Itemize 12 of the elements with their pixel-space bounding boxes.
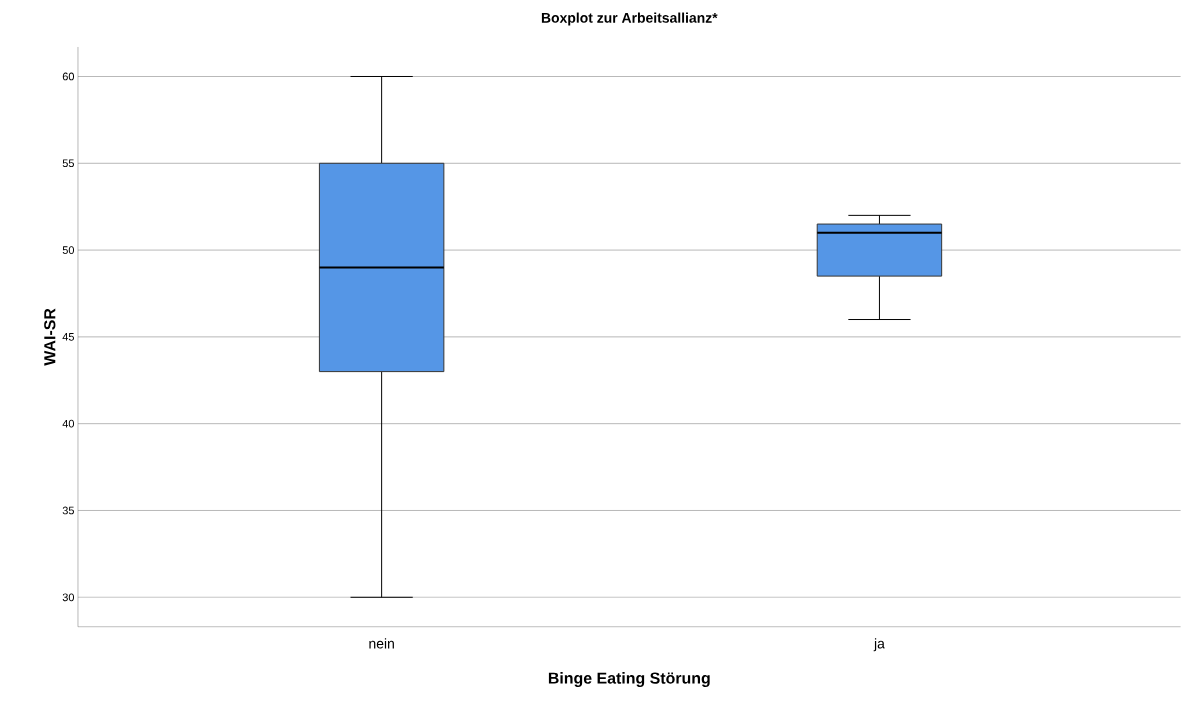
x-axis-title: Binge Eating Störung — [548, 672, 710, 688]
y-tick-label: 50 — [62, 246, 75, 255]
y-tick-label: 55 — [62, 159, 74, 168]
y-axis-title: WAI-SR — [44, 308, 56, 366]
y-tick-label: 60 — [62, 72, 75, 81]
y-tick-label: 45 — [62, 333, 74, 341]
y-tick-label: 35 — [62, 506, 74, 515]
y-tick-label: 40 — [62, 419, 75, 428]
x-tick-label: ja — [873, 638, 885, 652]
y-tick-label: 30 — [62, 593, 75, 602]
chart-title: Boxplot zur Arbeitsallianz* — [541, 12, 718, 26]
x-tick-label: nein — [369, 638, 394, 649]
